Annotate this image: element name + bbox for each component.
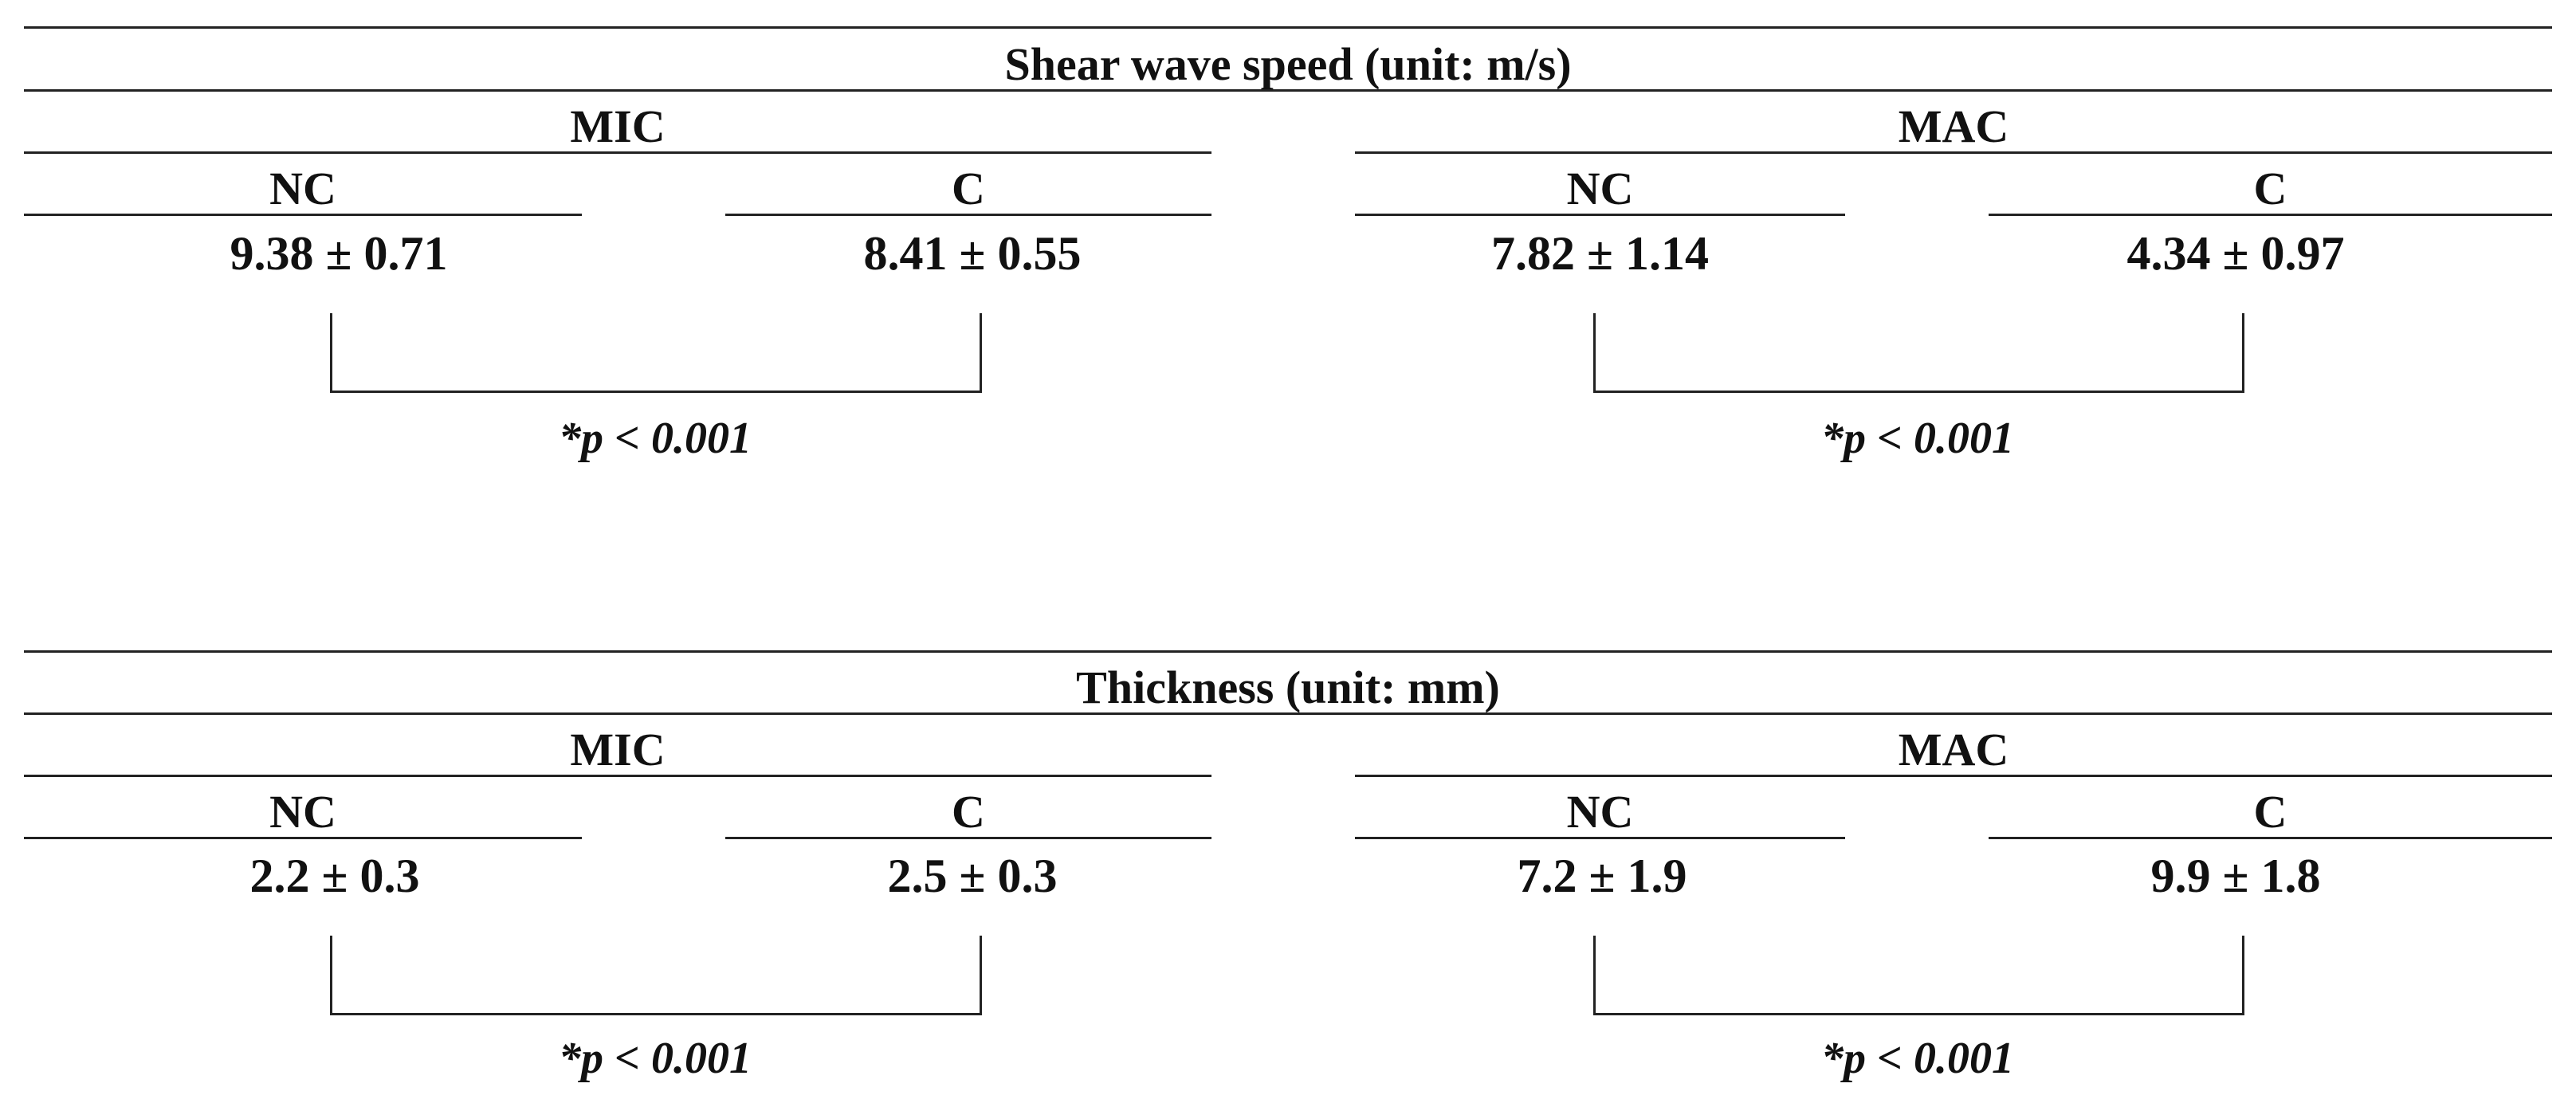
- subgroup-label-mac-c: C: [2253, 786, 2287, 838]
- group-rule-mac: [1355, 775, 2552, 777]
- value-mic-nc: 2.2 ± 0.3: [249, 850, 420, 902]
- shear-wave-speed-panel: Shear wave speed (unit: m/s) MIC NC C 9.…: [24, 26, 2552, 463]
- subgroup-label-mac-nc: NC: [1566, 786, 1634, 838]
- bracket-left-mac: [1593, 313, 1596, 393]
- bracket-bottom-mac: [1593, 1013, 2244, 1015]
- bracket-bottom-mac: [1593, 391, 2244, 393]
- panel-title: Thickness (unit: mm): [1076, 661, 1500, 713]
- subgroup-rule-mac-nc: [1355, 837, 1845, 839]
- subgroup-rule-mic-c: [725, 837, 1211, 839]
- value-mac-nc: 7.2 ± 1.9: [1517, 850, 1687, 902]
- panel-title: Shear wave speed (unit: m/s): [1004, 38, 1572, 90]
- group-rule-mac: [1355, 151, 2552, 154]
- subgroup-rule-mic-nc: [24, 214, 582, 216]
- value-mac-c: 4.34 ± 0.97: [2126, 227, 2345, 280]
- bracket-left-mac: [1593, 936, 1596, 1015]
- subgroup-rule-mac-c: [1989, 214, 2552, 216]
- p-value-mic: *p < 0.001: [559, 414, 752, 463]
- subgroup-rule-mac-c: [1989, 837, 2552, 839]
- thickness-panel: Thickness (unit: mm) MIC NC C 2.2 ± 0.3 …: [0, 625, 2576, 1103]
- title-rule: [24, 89, 2552, 92]
- bracket-bottom-mic: [330, 1013, 982, 1015]
- bracket-right-mic: [980, 313, 982, 393]
- value-mic-c: 2.5 ± 0.3: [887, 850, 1058, 902]
- subgroup-rule-mic-c: [725, 214, 1211, 216]
- value-mac-c: 9.9 ± 1.8: [2150, 850, 2321, 902]
- bracket-bottom-mic: [330, 391, 982, 393]
- group-label-mac: MAC: [1898, 100, 2009, 152]
- bracket-left-mic: [330, 313, 332, 393]
- subgroup-label-mic-c: C: [952, 786, 985, 838]
- value-mac-nc: 7.82 ± 1.14: [1491, 227, 1709, 280]
- value-mic-c: 8.41 ± 0.55: [863, 227, 1082, 280]
- group-rule-mic: [24, 775, 1211, 777]
- subgroup-label-mic-nc: NC: [269, 786, 336, 838]
- top-rule: [24, 26, 2552, 29]
- bracket-right-mic: [980, 936, 982, 1015]
- subgroup-rule-mic-nc: [24, 837, 582, 839]
- top-rule: [24, 650, 2552, 653]
- title-rule: [24, 712, 2552, 715]
- subgroup-label-mic-c: C: [952, 163, 985, 214]
- bracket-right-mac: [2242, 313, 2244, 393]
- group-label-mic: MIC: [570, 724, 666, 775]
- subgroup-label-mac-nc: NC: [1566, 163, 1634, 214]
- p-value-mac: *p < 0.001: [1821, 1034, 2014, 1083]
- group-rule-mic: [24, 151, 1211, 154]
- subgroup-rule-mac-nc: [1355, 214, 1845, 216]
- subgroup-label-mac-c: C: [2253, 163, 2287, 214]
- group-label-mic: MIC: [570, 100, 666, 152]
- bracket-right-mac: [2242, 936, 2244, 1015]
- group-label-mac: MAC: [1898, 724, 2009, 775]
- value-mic-nc: 9.38 ± 0.71: [230, 227, 448, 280]
- subgroup-label-mic-nc: NC: [269, 163, 336, 214]
- p-value-mac: *p < 0.001: [1821, 414, 2014, 463]
- p-value-mic: *p < 0.001: [559, 1034, 752, 1083]
- bracket-left-mic: [330, 936, 332, 1015]
